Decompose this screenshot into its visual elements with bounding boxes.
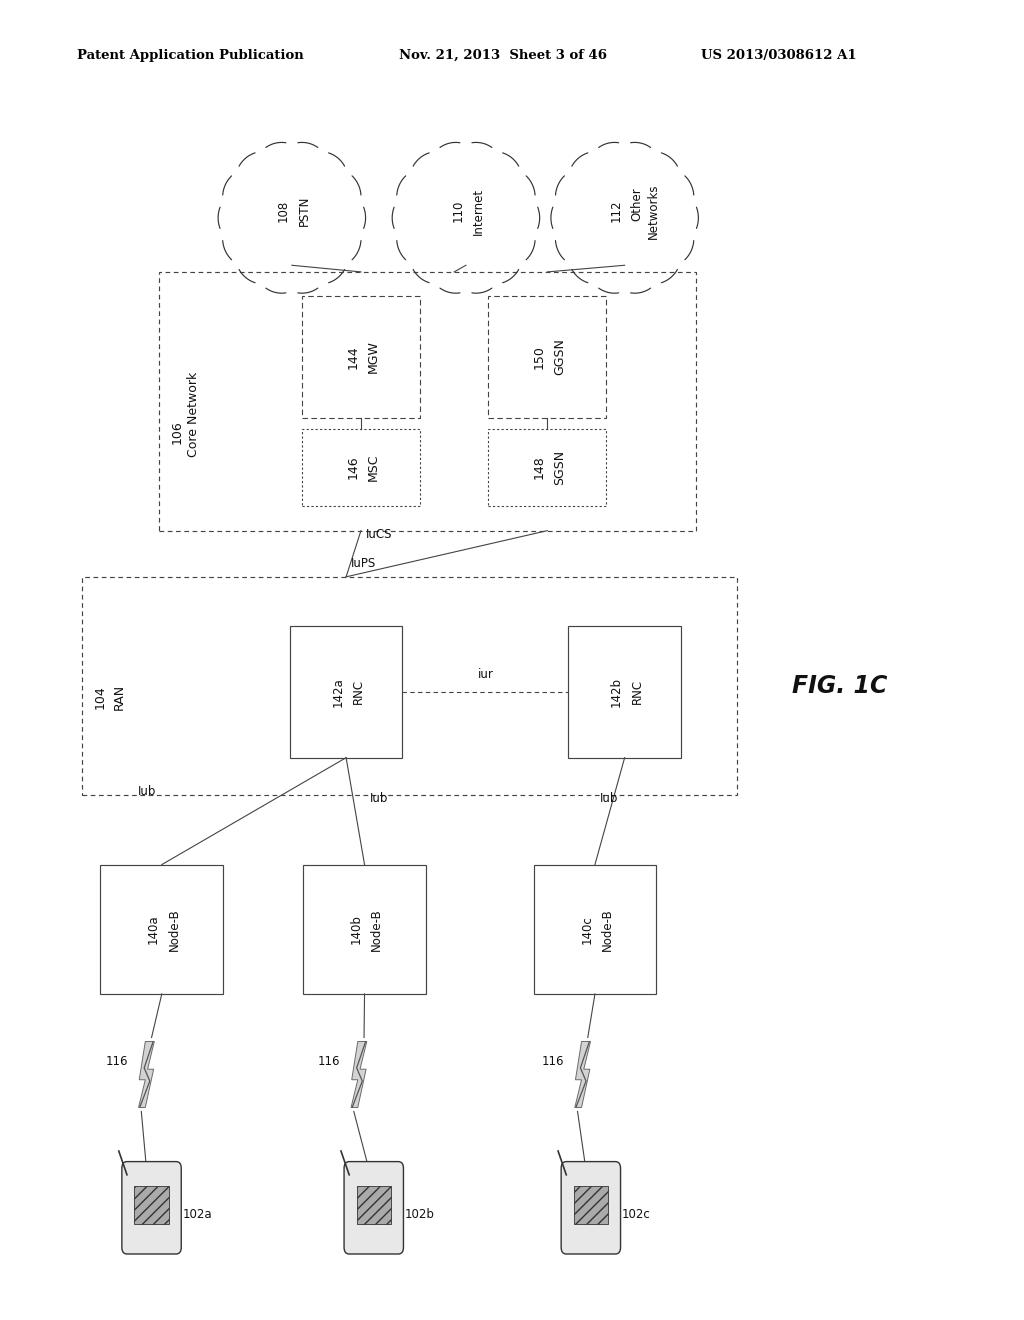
Text: 104: 104 xyxy=(94,685,106,709)
Text: Networks: Networks xyxy=(647,183,659,239)
Text: Nov. 21, 2013  Sheet 3 of 46: Nov. 21, 2013 Sheet 3 of 46 xyxy=(399,49,607,62)
Polygon shape xyxy=(351,1041,367,1107)
Text: 144: 144 xyxy=(346,346,359,368)
Text: Iub: Iub xyxy=(138,785,157,797)
Text: Iub: Iub xyxy=(600,792,618,805)
Text: 142b: 142b xyxy=(610,677,623,706)
Text: RAN: RAN xyxy=(113,684,125,710)
Bar xyxy=(134,1185,169,1224)
Polygon shape xyxy=(138,1041,155,1107)
Text: MGW: MGW xyxy=(367,341,380,374)
Text: SGSN: SGSN xyxy=(553,450,566,484)
Text: 116: 116 xyxy=(318,1055,340,1068)
Bar xyxy=(356,1185,391,1224)
Text: US 2013/0308612 A1: US 2013/0308612 A1 xyxy=(701,49,857,62)
Text: 102b: 102b xyxy=(404,1208,434,1221)
Text: 148: 148 xyxy=(532,455,546,479)
Text: Node-B: Node-B xyxy=(371,908,383,950)
Text: Iub: Iub xyxy=(370,792,388,805)
FancyBboxPatch shape xyxy=(561,1162,621,1254)
Bar xyxy=(534,865,656,994)
Text: 142a: 142a xyxy=(332,677,344,706)
FancyBboxPatch shape xyxy=(122,1162,181,1254)
Text: RNC: RNC xyxy=(352,678,365,705)
Text: FIG. 1C: FIG. 1C xyxy=(792,675,888,698)
Text: IuCS: IuCS xyxy=(367,528,392,541)
Text: Node-B: Node-B xyxy=(601,908,613,950)
Text: iur: iur xyxy=(477,668,494,681)
Text: 140c: 140c xyxy=(581,915,593,944)
Text: RNC: RNC xyxy=(631,678,643,705)
FancyBboxPatch shape xyxy=(344,1162,403,1254)
Text: 108: 108 xyxy=(278,201,290,222)
Bar xyxy=(290,626,402,758)
Text: 140a: 140a xyxy=(147,915,160,944)
Text: 102a: 102a xyxy=(182,1208,212,1221)
Text: 116: 116 xyxy=(542,1055,564,1068)
Text: 102c: 102c xyxy=(622,1208,650,1221)
Text: IuPS: IuPS xyxy=(351,557,377,570)
Text: Core Network: Core Network xyxy=(187,372,200,457)
Bar xyxy=(568,626,681,758)
Text: 140b: 140b xyxy=(350,915,362,944)
Text: Other: Other xyxy=(631,187,643,222)
Text: MSC: MSC xyxy=(367,454,380,480)
Text: GGSN: GGSN xyxy=(553,339,566,375)
Bar xyxy=(100,865,223,994)
Bar xyxy=(303,865,426,994)
Bar xyxy=(573,1185,608,1224)
Text: Internet: Internet xyxy=(472,187,484,235)
Text: Node-B: Node-B xyxy=(168,908,180,950)
Text: Patent Application Publication: Patent Application Publication xyxy=(77,49,303,62)
Text: PSTN: PSTN xyxy=(298,195,310,227)
Polygon shape xyxy=(574,1041,591,1107)
Text: 150: 150 xyxy=(532,345,546,370)
Text: 146: 146 xyxy=(346,455,359,479)
Text: 116: 116 xyxy=(105,1055,128,1068)
Text: 106: 106 xyxy=(171,421,183,445)
Text: 112: 112 xyxy=(610,199,623,223)
Text: 110: 110 xyxy=(452,201,464,222)
